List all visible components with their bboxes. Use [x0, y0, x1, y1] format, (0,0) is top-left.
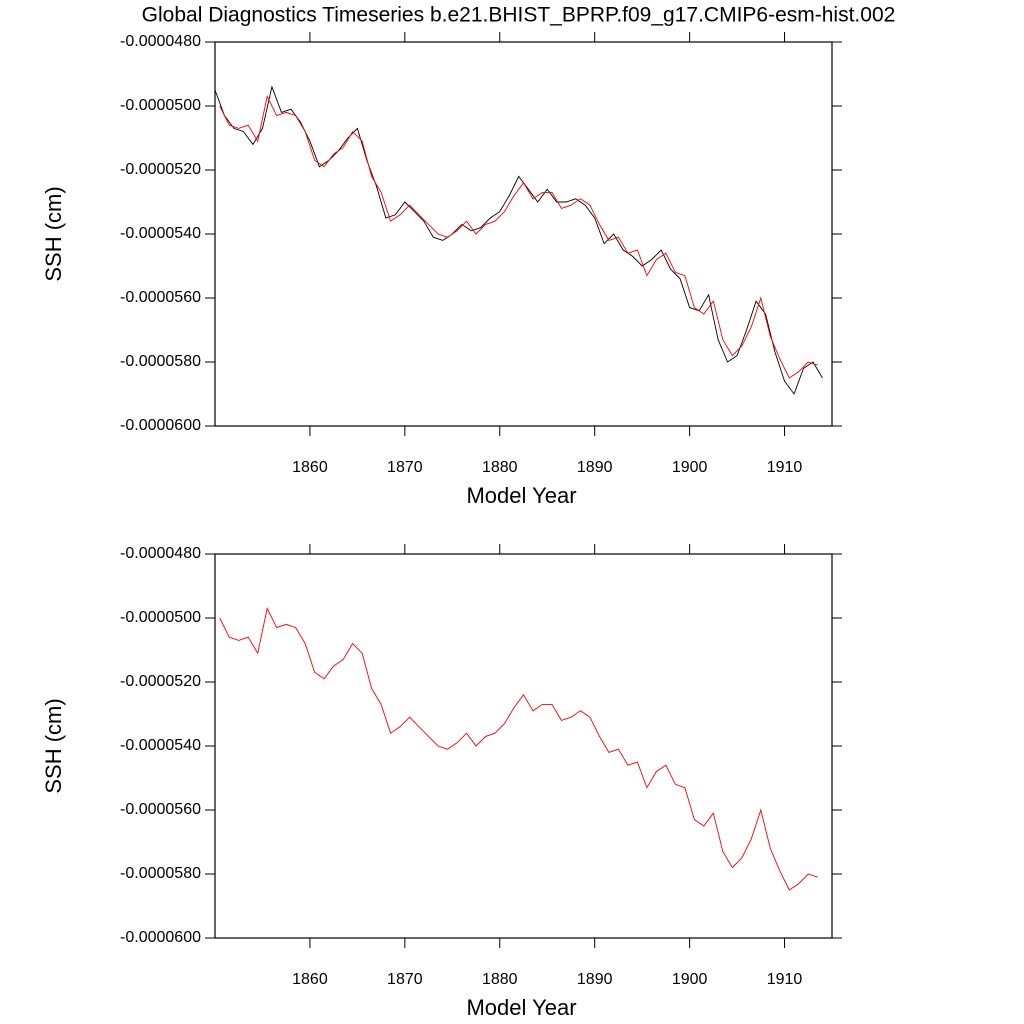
y-tick-label: -0.0000520	[120, 161, 201, 178]
x-tick-label: 1890	[577, 971, 613, 988]
y-tick-label: -0.0000600	[120, 929, 201, 946]
y-tick-label: -0.0000500	[120, 97, 201, 114]
y-tick-label: -0.0000540	[120, 737, 201, 754]
x-axis-label: Model Year	[466, 483, 576, 508]
x-tick-label: 1910	[767, 971, 803, 988]
y-tick-label: -0.0000560	[120, 801, 201, 818]
x-tick-label: 1880	[482, 971, 518, 988]
x-tick-label: 1910	[767, 459, 803, 476]
y-tick-label: -0.0000580	[120, 865, 201, 882]
x-tick-label: 1860	[292, 971, 328, 988]
y-tick-label: -0.0000480	[120, 545, 201, 562]
chart-title: Global Diagnostics Timeseries b.e21.BHIS…	[142, 4, 896, 27]
y-axis-label: SSH (cm)	[41, 698, 66, 793]
x-tick-label: 1900	[672, 971, 708, 988]
x-tick-label: 1880	[482, 459, 518, 476]
x-tick-label: 1890	[577, 459, 613, 476]
x-tick-label: 1900	[672, 459, 708, 476]
y-tick-label: -0.0000480	[120, 33, 201, 50]
data-line	[219, 95, 818, 379]
y-axis-label: SSH (cm)	[41, 186, 66, 281]
y-tick-label: -0.0000580	[120, 353, 201, 370]
plot-frame	[214, 553, 833, 939]
x-tick-label: 1870	[387, 971, 423, 988]
x-tick-label: 1860	[292, 459, 328, 476]
y-tick-label: -0.0000540	[120, 225, 201, 242]
y-tick-label: -0.0000520	[120, 673, 201, 690]
y-tick-label: -0.0000600	[120, 417, 201, 434]
plot-frame	[214, 41, 833, 427]
data-line	[219, 607, 818, 891]
data-line	[214, 85, 823, 395]
x-axis-label: Model Year	[466, 995, 576, 1020]
y-tick-label: -0.0000560	[120, 289, 201, 306]
x-tick-label: 1870	[387, 459, 423, 476]
y-tick-label: -0.0000500	[120, 609, 201, 626]
